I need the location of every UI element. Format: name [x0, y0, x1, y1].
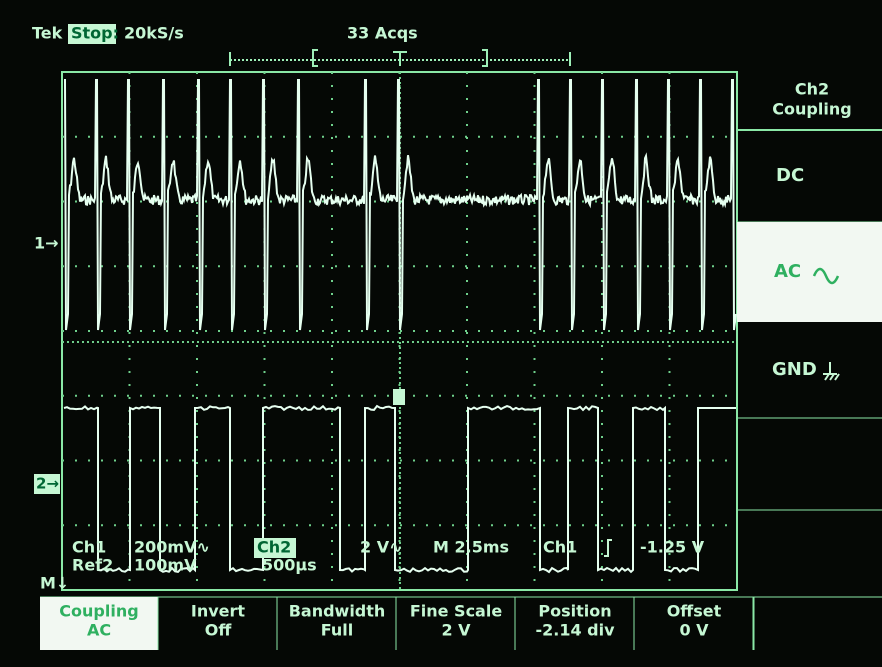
side-button[interactable]: AC	[737, 222, 882, 322]
side-menu-title: Coupling	[772, 100, 851, 119]
button-value[interactable]: 2 V	[441, 621, 471, 640]
ch2-marker: 2→	[36, 475, 59, 493]
button-label[interactable]: Bandwidth	[289, 602, 386, 621]
ch1-label: Ch1	[72, 538, 106, 557]
button-label[interactable]: Offset	[667, 602, 722, 621]
ch1-marker: 1→	[34, 234, 59, 253]
math-marker: M↓	[40, 574, 69, 593]
ref-scale: 100mV	[134, 556, 197, 575]
ref-label: Ref2	[72, 556, 113, 575]
trigger-marker	[393, 389, 405, 405]
ref-time: 500µs	[262, 556, 317, 575]
side-item[interactable]: DC	[776, 165, 804, 186]
trigger-level: -1.25 V	[640, 538, 705, 557]
sample-rate: 20kS/s	[124, 24, 184, 43]
status: Stop:	[71, 24, 119, 43]
button-value[interactable]: -2.14 div	[535, 621, 615, 640]
acquisitions: 33 Acqs	[347, 24, 418, 43]
button-value[interactable]: AC	[87, 621, 111, 640]
side-item[interactable]: GND	[772, 359, 817, 380]
button-value[interactable]: Off	[205, 621, 233, 640]
side-menu-title: Ch2	[795, 80, 829, 99]
ch2-label: Ch2	[257, 538, 291, 557]
oscilloscope-screen: Tek Stop: 20kS/s 33 Acqs 1→ 2→ M↓ Ch1 20…	[0, 0, 882, 667]
button-label[interactable]: Fine Scale	[410, 602, 503, 621]
button-value[interactable]: 0 V	[679, 621, 709, 640]
brand: Tek	[32, 24, 63, 43]
side-item[interactable]: AC	[774, 261, 801, 282]
timebase: M 2.5ms	[433, 538, 509, 557]
button-label[interactable]: Position	[538, 602, 611, 621]
button-label[interactable]: Invert	[191, 602, 246, 621]
ch1-scale: 200mV∿	[134, 538, 210, 557]
button-value[interactable]: Full	[321, 621, 354, 640]
trigger-source: Ch1	[543, 538, 577, 557]
button-label[interactable]: Coupling	[59, 602, 138, 621]
background	[0, 0, 882, 667]
ch2-scale: 2 V∿	[360, 538, 403, 557]
